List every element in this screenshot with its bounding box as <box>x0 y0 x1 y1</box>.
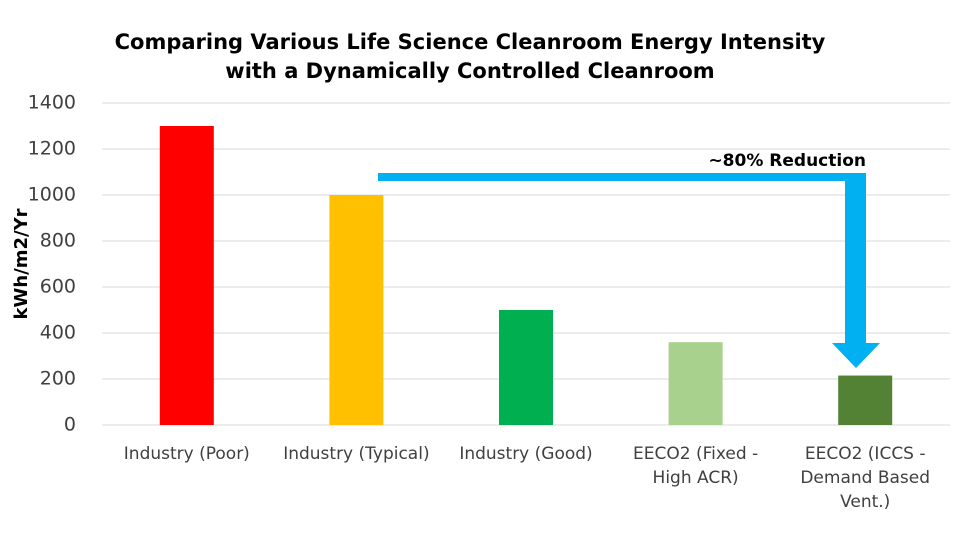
arrow-shaft <box>378 173 866 181</box>
y-tick-label: 1400 <box>28 92 76 114</box>
y-tick-label: 0 <box>64 414 76 436</box>
plot-area: 0 200 400 600 800 1000 1200 1400 <box>28 92 950 436</box>
x-tick-label: EECO2 (Fixed - High ACR) <box>633 444 759 488</box>
x-tick-label: Industry (Good) <box>459 444 593 464</box>
x-tick-label: Industry (Typical) <box>283 444 430 464</box>
annotation: ~80% Reduction <box>708 151 866 171</box>
y-tick-label: 1000 <box>28 184 76 206</box>
x-tick-label: EECO2 (ICCS - Demand Based Vent.) <box>800 444 931 512</box>
arrow-shaft <box>845 173 866 343</box>
y-tick-label: 200 <box>40 368 76 390</box>
reduction-arrow <box>378 173 880 368</box>
bar <box>159 126 214 425</box>
bar <box>838 375 893 425</box>
chart-title: Comparing Various Life Science Cleanroom… <box>114 30 826 83</box>
bar <box>329 195 384 425</box>
y-tick-label: 400 <box>40 322 76 344</box>
bar <box>499 310 553 425</box>
y-axis-label: kWh/m2/Yr <box>11 208 32 319</box>
y-tick-label: 600 <box>40 276 76 298</box>
arrow-head <box>832 343 880 368</box>
y-tick-label: 800 <box>40 230 76 252</box>
bar <box>668 342 723 425</box>
y-tick-label: 1200 <box>28 138 76 160</box>
x-tick-label: Industry (Poor) <box>123 444 250 464</box>
